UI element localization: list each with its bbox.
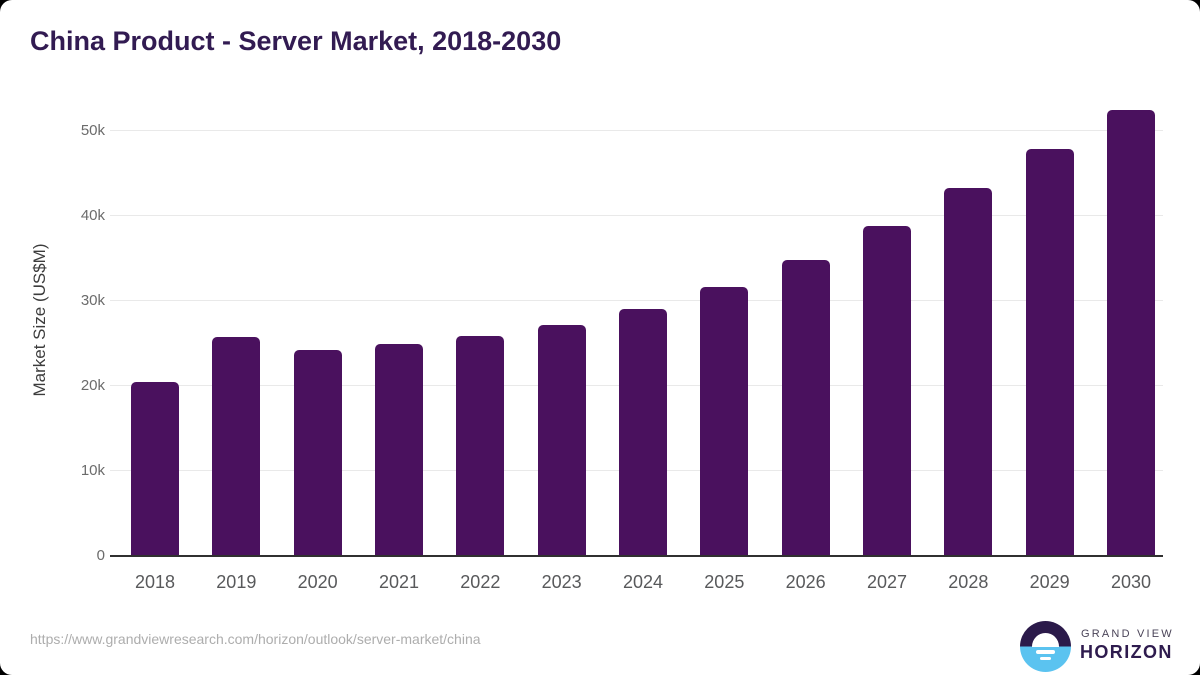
x-tick-label-2020: 2020 bbox=[297, 572, 338, 592]
bar-2023[interactable] bbox=[537, 324, 586, 556]
x-tick-label-2028: 2028 bbox=[948, 572, 989, 592]
x-tick-label-2026: 2026 bbox=[785, 572, 826, 592]
horizon-sun-icon bbox=[1020, 621, 1071, 672]
x-tick-label-2027: 2027 bbox=[866, 572, 907, 592]
bar-2020[interactable] bbox=[293, 350, 342, 556]
bar-2022[interactable] bbox=[456, 336, 505, 556]
y-tick-label-10k: 10k bbox=[80, 461, 105, 479]
x-tick-label-2023: 2023 bbox=[541, 572, 582, 592]
bar-2024[interactable] bbox=[618, 309, 667, 556]
bar-2021[interactable] bbox=[374, 344, 423, 556]
x-tick-label-2030: 2030 bbox=[1110, 572, 1151, 592]
x-tick-label-2018: 2018 bbox=[134, 572, 176, 592]
x-tick-label-2019: 2019 bbox=[216, 572, 257, 592]
bar-2019[interactable] bbox=[212, 337, 261, 556]
bar-2025[interactable] bbox=[700, 287, 749, 556]
x-tick-label-2029: 2029 bbox=[1029, 572, 1070, 592]
y-tick-label-30k: 30k bbox=[80, 291, 105, 309]
bar-2030[interactable] bbox=[1106, 110, 1155, 556]
logo-brand-text: GRAND VIEW bbox=[1081, 628, 1174, 640]
y-tick-label-50k: 50k bbox=[80, 121, 105, 139]
bar-2029[interactable] bbox=[1025, 149, 1074, 556]
y-tick-label-0: 0 bbox=[96, 547, 105, 564]
y-tick-label-20k: 20k bbox=[80, 376, 105, 394]
x-tick-label-2024: 2024 bbox=[622, 572, 663, 592]
plot-area bbox=[110, 105, 1163, 557]
bar-2027[interactable] bbox=[862, 225, 911, 556]
x-axis-line bbox=[110, 555, 1163, 557]
x-tick-label-2021: 2021 bbox=[378, 572, 419, 592]
x-tick-label-2025: 2025 bbox=[704, 572, 745, 592]
gridline-40k bbox=[110, 214, 1163, 216]
x-tick-label-2022: 2022 bbox=[460, 572, 501, 592]
gridline-30k bbox=[110, 299, 1163, 301]
bar-2028[interactable] bbox=[944, 187, 993, 556]
chart-title: China Product - Server Market, 2018-2030 bbox=[30, 26, 562, 56]
gridline-50k bbox=[110, 129, 1163, 131]
logo-product-text: HORIZON bbox=[1080, 642, 1173, 662]
y-axis-title: Market Size (US$M) bbox=[30, 243, 49, 397]
source-url: https://www.grandviewresearch.com/horizo… bbox=[30, 631, 481, 647]
y-tick-label-40k: 40k bbox=[80, 206, 105, 224]
bar-2018[interactable] bbox=[131, 382, 179, 556]
grand-view-horizon-logo[interactable]: GRAND VIEW HORIZON bbox=[1020, 621, 1180, 672]
bar-2026[interactable] bbox=[781, 259, 830, 556]
